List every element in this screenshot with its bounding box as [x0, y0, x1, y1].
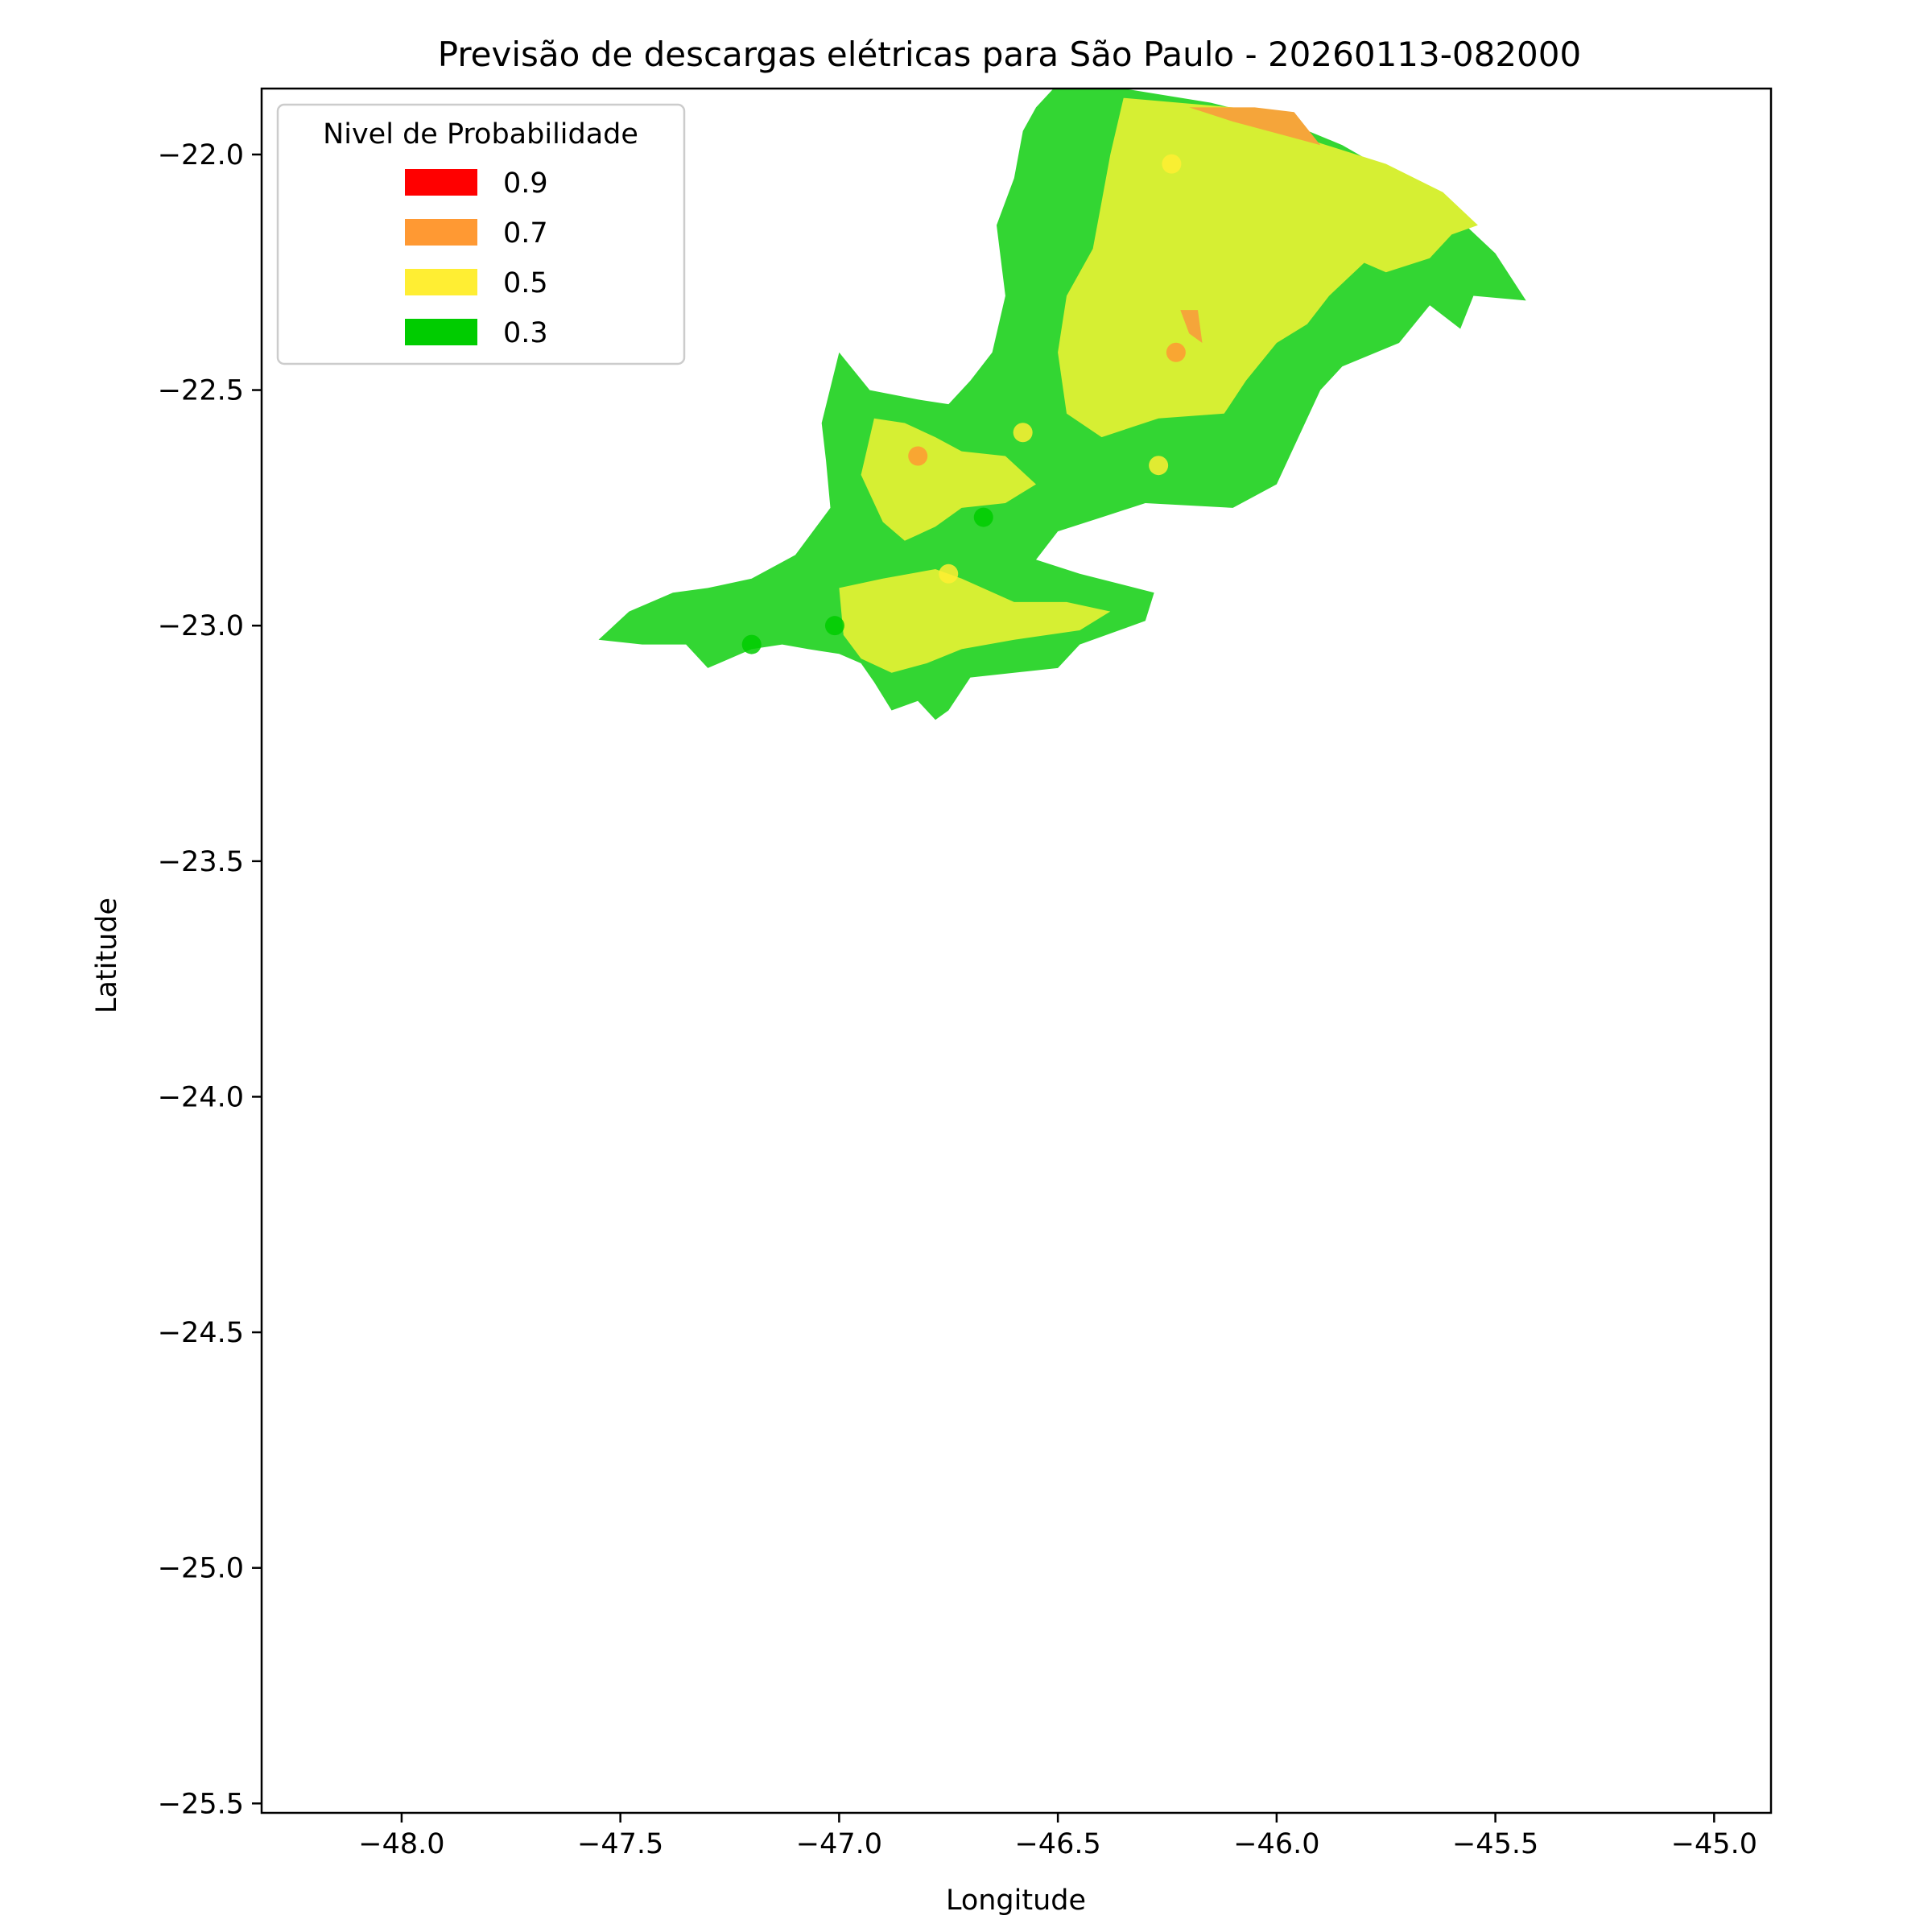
prob-point-8 [824, 616, 844, 636]
x-axis-title: Longitude [946, 1885, 1086, 1917]
probability-points [741, 154, 1186, 654]
probability-regions [598, 89, 1526, 720]
prob-point-2 [1013, 423, 1033, 443]
mid-prob-region-central [861, 418, 1036, 541]
y-tick-label: −24.5 [158, 1317, 244, 1349]
mid-prob-region-south [839, 569, 1111, 673]
x-tick-label: −47.0 [796, 1828, 882, 1860]
legend-label: 0.5 [503, 267, 548, 299]
plot-frame [260, 87, 1773, 1814]
y-axis: −22.0 −22.5 −23.0 −23.5 −24.0 −24.5 −25.0 −25.5 [158, 139, 262, 1820]
x-tick-label: −45.0 [1671, 1828, 1757, 1860]
y-tick-label: −25.5 [158, 1788, 244, 1820]
legend-swatch [405, 169, 477, 196]
y-tick-label: −23.0 [158, 610, 244, 642]
x-axis: −48.0 −47.5 −47.0 −46.5 −46.0 −45.5 −45.0 [358, 1813, 1757, 1860]
legend-swatch [405, 319, 477, 345]
x-tick-label: −48.0 [358, 1828, 444, 1860]
legend: Nivel de Probabilidade 0.9 0.7 0.5 0.3 [276, 103, 686, 365]
x-tick-label: −47.5 [577, 1828, 663, 1860]
y-tick-label: −22.0 [158, 139, 244, 171]
high-prob-region-north [1189, 107, 1321, 146]
legend-label: 0.7 [503, 217, 548, 250]
legend-label: 0.3 [503, 317, 548, 349]
legend-title: Nivel de Probabilidade [323, 118, 638, 151]
prob-point-7 [741, 634, 762, 654]
legend-label: 0.9 [503, 167, 548, 200]
x-tick-label: −46.5 [1014, 1828, 1100, 1860]
y-tick-label: −23.5 [158, 846, 244, 878]
prob-point-1 [1166, 342, 1186, 362]
legend-swatch [405, 219, 477, 246]
legend-swatch [405, 269, 477, 295]
high-prob-region-center [1180, 310, 1203, 343]
prob-point-6 [973, 507, 993, 527]
y-axis-title: Latitude [91, 898, 123, 1013]
mid-prob-region-north [1058, 97, 1478, 438]
y-tick-label: −22.5 [158, 375, 244, 407]
prob-point-4 [939, 564, 959, 584]
prob-point-0 [908, 446, 928, 466]
x-tick-label: −46.0 [1233, 1828, 1319, 1860]
x-tick-label: −45.5 [1452, 1828, 1538, 1860]
y-tick-label: −25.0 [158, 1553, 244, 1585]
prob-point-5 [1162, 154, 1182, 174]
prob-point-3 [1149, 456, 1169, 476]
legend-box [276, 103, 686, 365]
y-tick-label: −24.0 [158, 1081, 244, 1113]
chart-title: Previsão de descargas elétricas para São… [438, 35, 1581, 74]
